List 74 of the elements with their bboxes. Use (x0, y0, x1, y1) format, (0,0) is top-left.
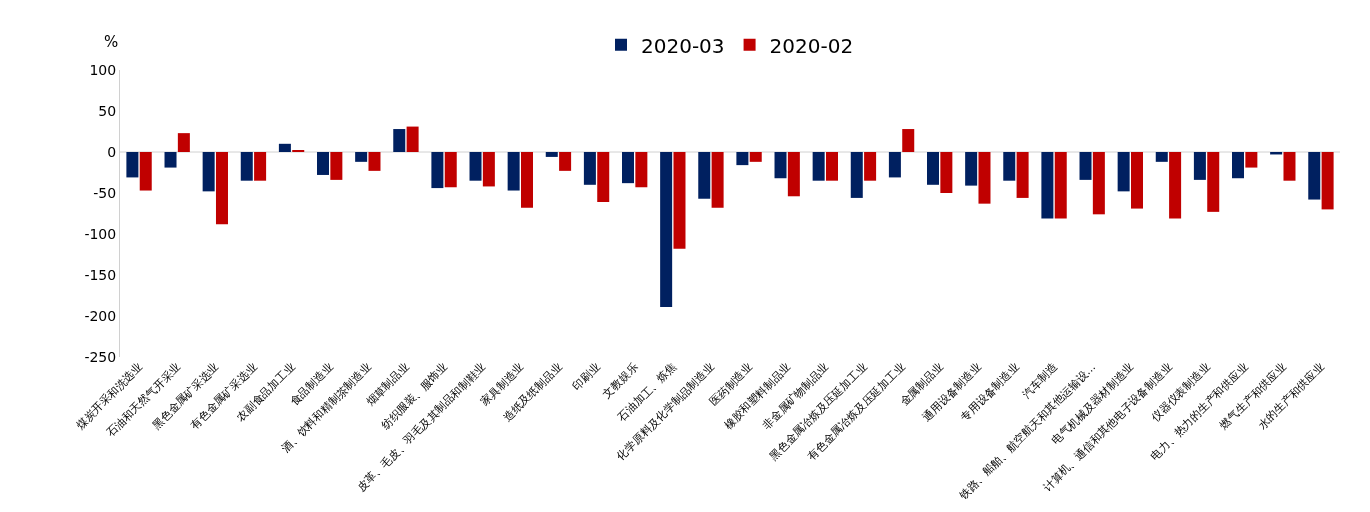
bar (177, 133, 190, 152)
bar (1308, 152, 1321, 200)
y-tick-label: 100 (89, 61, 117, 78)
bar (1169, 152, 1182, 219)
bar (660, 152, 673, 307)
y-axis-title: % (104, 33, 119, 51)
bar (317, 152, 330, 175)
bar (164, 152, 177, 168)
bar (1321, 152, 1334, 210)
bar (278, 143, 291, 152)
bar (139, 152, 152, 191)
bar (444, 152, 457, 188)
bar (736, 152, 749, 166)
bar (406, 126, 419, 152)
bar (888, 152, 901, 178)
bar (368, 152, 381, 171)
bar (749, 152, 762, 162)
y-tick-label: -200 (84, 307, 117, 324)
bar (902, 129, 915, 152)
bar (1054, 152, 1067, 219)
bar (1193, 152, 1206, 180)
legend-label: 2020-02 (769, 33, 854, 58)
bar (787, 152, 800, 197)
bar (1117, 152, 1130, 192)
bar (774, 152, 787, 179)
bar (1130, 152, 1143, 209)
bar (469, 152, 482, 181)
bar (431, 152, 444, 189)
bar (1092, 152, 1105, 215)
bar (622, 152, 635, 184)
bar (1207, 152, 1220, 212)
bar (1283, 152, 1296, 181)
y-tick-label: -100 (84, 225, 117, 242)
bar (330, 152, 343, 180)
bar (978, 152, 991, 204)
bar (583, 152, 596, 185)
bar (1232, 152, 1245, 179)
bar (673, 152, 686, 249)
y-tick-label: 50 (98, 102, 117, 119)
bar (559, 152, 572, 171)
bar (482, 152, 495, 187)
bar (927, 152, 940, 185)
bar (635, 152, 648, 188)
bar (698, 152, 711, 199)
bar (240, 152, 253, 181)
bar (1245, 152, 1258, 168)
bar (1003, 152, 1016, 181)
bar (507, 152, 520, 191)
legend-label: 2020-03 (641, 33, 725, 58)
bar (520, 152, 533, 208)
bar (812, 152, 825, 181)
bar (825, 152, 838, 181)
bar (1041, 152, 1054, 219)
bar (1016, 152, 1029, 198)
y-tick-label: -50 (93, 184, 117, 201)
bar (393, 129, 406, 152)
bar (215, 152, 228, 225)
x-tick-label: 印刷业 (570, 360, 603, 393)
bar (545, 152, 558, 157)
bar (202, 152, 215, 192)
bar (597, 152, 610, 203)
bar (850, 152, 863, 198)
bar (126, 152, 139, 178)
bar (355, 152, 368, 162)
bar (711, 152, 724, 208)
bar (940, 152, 953, 193)
y-tick-label: -250 (84, 348, 117, 365)
bar (864, 152, 877, 181)
y-tick-label: -150 (84, 266, 117, 283)
y-tick-label: 0 (107, 143, 117, 160)
bar (1079, 152, 1092, 180)
bar (1155, 152, 1168, 162)
bar (254, 152, 267, 181)
bar (965, 152, 978, 186)
